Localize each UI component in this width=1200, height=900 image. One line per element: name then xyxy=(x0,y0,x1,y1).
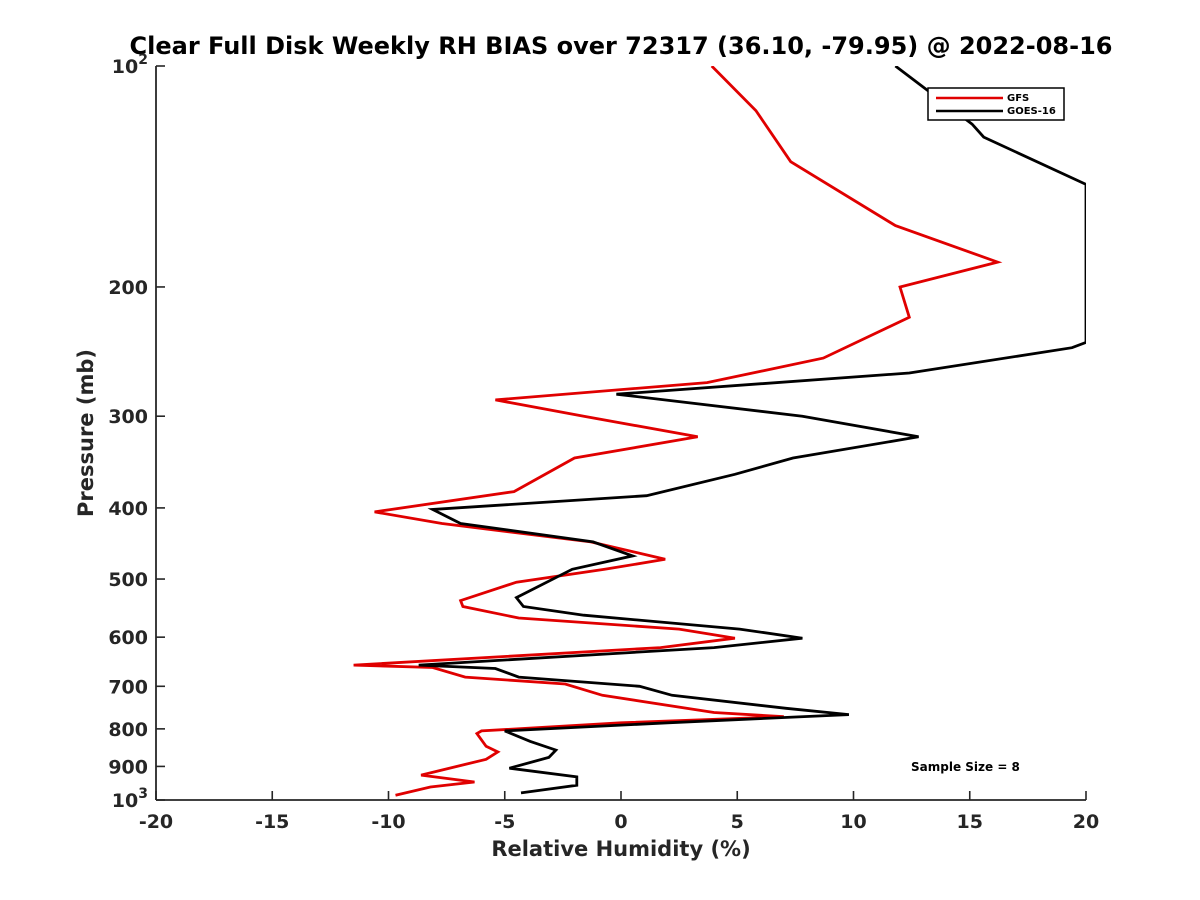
sample-size-annotation: Sample Size = 8 xyxy=(911,760,1020,774)
x-tick-label: 10 xyxy=(840,811,866,833)
y-tick-label: 600 xyxy=(108,627,148,649)
x-tick-label: -10 xyxy=(371,811,405,833)
x-axis-label: Relative Humidity (%) xyxy=(491,837,750,861)
legend-label-goes16: GOES-16 xyxy=(1007,106,1056,117)
series-line-gfs xyxy=(353,66,1003,797)
x-tick-label: 0 xyxy=(614,811,627,833)
x-tick-label: -20 xyxy=(139,811,173,833)
y-tick-label: 700 xyxy=(108,676,148,698)
chart-title: Clear Full Disk Weekly RH BIAS over 7231… xyxy=(130,32,1113,60)
legend-box xyxy=(927,87,1065,121)
y-tick-label: 900 xyxy=(108,756,148,778)
legend-label-gfs: GFS xyxy=(1007,93,1029,104)
series-line-goes16 xyxy=(418,66,1086,795)
y-tick-label: 200 xyxy=(108,277,148,299)
x-tick-label: -5 xyxy=(494,811,515,833)
x-tick-label: -15 xyxy=(255,811,289,833)
y-tick-label: 500 xyxy=(108,569,148,591)
y-tick-label: 300 xyxy=(108,406,148,428)
x-tick-label: 20 xyxy=(1073,811,1099,833)
legend: GFS GOES-16 xyxy=(927,87,1065,121)
y-tick-label: 103 xyxy=(112,786,148,812)
x-tick-label: 15 xyxy=(957,811,983,833)
y-tick-label: 400 xyxy=(108,498,148,520)
plot-area: -20 -15 -10 -5 0 5 10 15 20 102 200 300 400 500 600 700… xyxy=(108,52,1099,833)
y-axis-label: Pressure (mb) xyxy=(74,349,98,517)
x-tick-label: 5 xyxy=(731,811,744,833)
y-tick-label: 800 xyxy=(108,719,148,741)
y-tick-label: 102 xyxy=(112,52,148,78)
